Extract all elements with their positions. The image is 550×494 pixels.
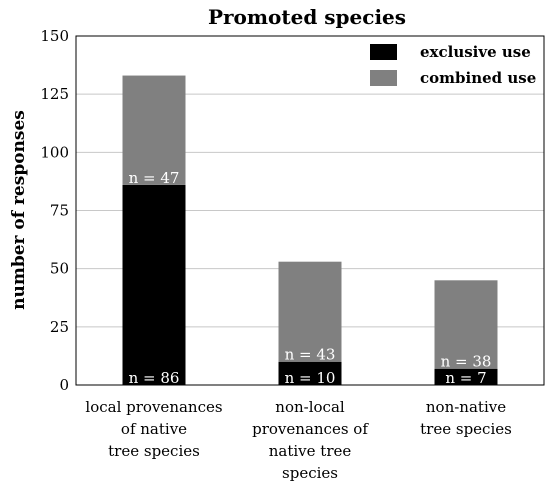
x-category-label: of native — [121, 420, 187, 438]
plot-frame — [75, 35, 545, 386]
y-tick-label: 75 — [50, 202, 69, 220]
x-category-label: non-local — [275, 398, 345, 416]
bar-combined — [434, 280, 498, 369]
bar-exclusive — [278, 361, 342, 385]
y-axis-label: number of responses — [9, 110, 29, 310]
x-category-label: non-native — [426, 398, 506, 416]
bar-data-label: n = 47 — [129, 169, 180, 187]
bar-combined — [278, 261, 342, 362]
bar-data-label: n = 43 — [285, 346, 336, 364]
legend-label: exclusive use — [420, 43, 531, 61]
x-axis-categories: local provenances of native tree species no… — [85, 398, 511, 482]
bar-data-label: n = 86 — [129, 369, 180, 387]
legend-label: combined use — [420, 69, 536, 87]
y-tick-label: 50 — [50, 260, 69, 278]
x-category-label: provenances of — [252, 420, 369, 438]
bars: n = 86 n = 47 n = 10 n = 43 n = 7n = 38 — [122, 75, 498, 387]
y-axis-ticks: 0 25 50 75 100 125 150 — [40, 27, 69, 394]
bar-combined — [122, 75, 186, 185]
x-category-label: tree species — [108, 442, 200, 460]
y-tick-label: 0 — [59, 376, 69, 394]
x-category-label: tree species — [420, 420, 512, 438]
legend: exclusive use combined use — [370, 43, 536, 87]
legend-swatch — [370, 70, 397, 86]
legend-swatch — [370, 44, 397, 60]
x-category-label: native tree — [269, 442, 352, 460]
bar-exclusive — [122, 184, 186, 385]
y-tick-label: 150 — [40, 27, 69, 45]
y-tick-label: 25 — [50, 318, 69, 336]
bar-data-label: n = 38 — [441, 353, 492, 371]
chart-title: Promoted species — [208, 5, 406, 29]
y-tick-label: 125 — [40, 85, 69, 103]
x-category-label: local provenances — [85, 398, 222, 416]
bar-exclusive — [434, 368, 498, 385]
x-category-label: species — [282, 464, 338, 482]
bar-data-label: n = 10 — [285, 369, 336, 387]
y-tick-label: 100 — [40, 143, 69, 161]
bar-data-label: n = 7 — [445, 369, 486, 387]
